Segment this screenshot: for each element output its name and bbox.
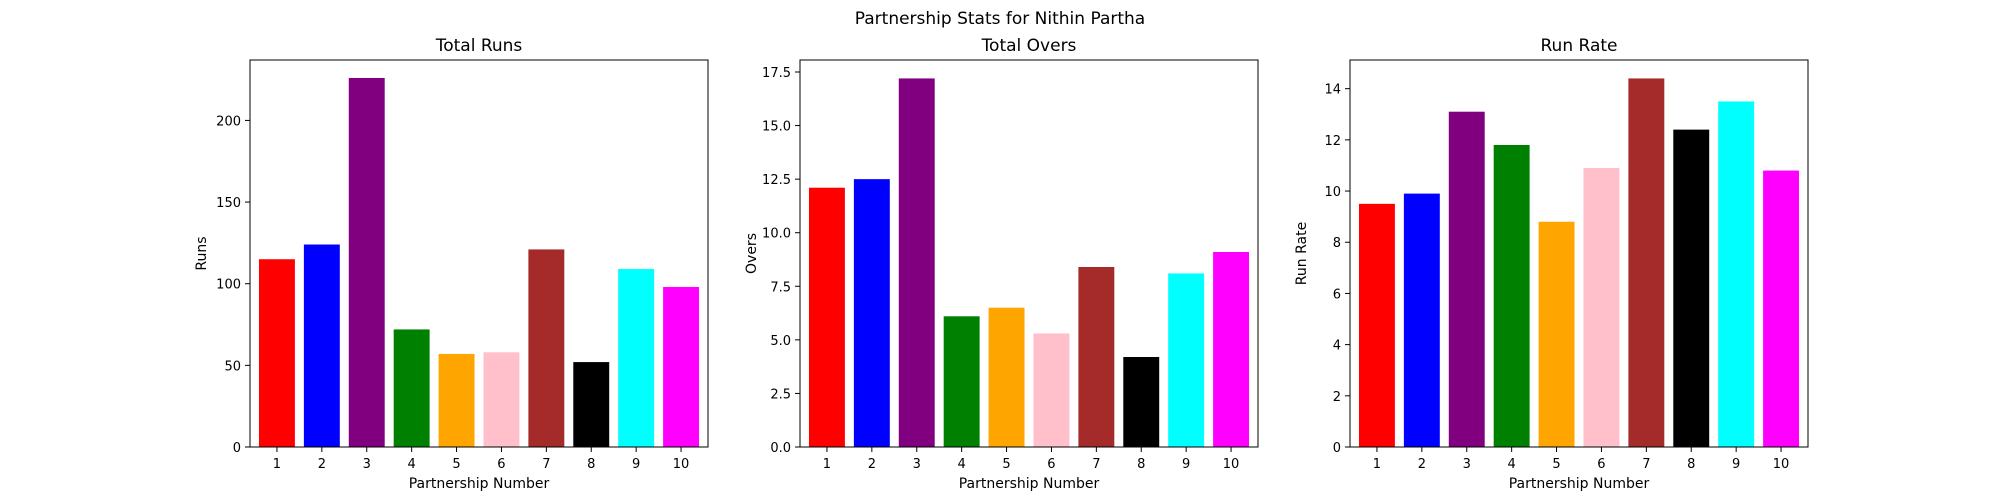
bar-9	[1718, 101, 1755, 448]
y-tick-label: 4	[1333, 339, 1341, 354]
chart-panel-2: 1 2 3 4 5 6 7 8 9 10 0.0 2.5 5.0 7.5 10.0 12.5 15.0 17.5 T…	[744, 36, 1259, 492]
y-tick-label: 200	[216, 114, 241, 129]
x-tick-label: 2	[1418, 457, 1426, 472]
x-tick-label: 10	[673, 457, 690, 472]
y-tick-label: 0	[1333, 441, 1341, 456]
y-tick-label: 8	[1333, 236, 1341, 251]
figure-title: Partnership Stats for Nithin Partha	[855, 9, 1145, 29]
bar-7	[528, 249, 565, 447]
x-tick-label: 1	[823, 457, 831, 472]
x-tick-label: 10	[1773, 457, 1790, 472]
x-tick-label: 3	[913, 457, 921, 472]
x-tick-label: 1	[273, 457, 281, 472]
y-tick-label: 2.5	[770, 387, 791, 402]
x-tick-label: 1	[1373, 457, 1381, 472]
bar-6	[1033, 333, 1070, 447]
bar-3	[348, 77, 385, 448]
bar-5	[1538, 221, 1575, 447]
plot-frame	[249, 59, 709, 448]
x-tick-label: 10	[1223, 457, 1240, 472]
x-tick-label: 3	[1463, 457, 1471, 472]
x-tick-label: 2	[318, 457, 326, 472]
x-tick-label: 8	[1687, 457, 1695, 472]
y-axis-label: Overs	[744, 233, 760, 274]
x-tick-label: 8	[1137, 457, 1145, 472]
bar-10	[1763, 170, 1800, 447]
bar-1	[258, 259, 295, 447]
plot-frame	[799, 59, 1259, 448]
x-tick-label: 4	[958, 457, 966, 472]
bar-8	[1673, 129, 1710, 447]
x-tick-label: 8	[587, 457, 595, 472]
y-tick-label: 14	[1324, 83, 1341, 98]
bar-2	[303, 244, 340, 447]
bar-8	[573, 362, 610, 447]
bar-8	[1123, 357, 1160, 447]
chart-title: Total Overs	[981, 36, 1077, 56]
y-tick-label: 6	[1333, 287, 1341, 302]
bar-4	[393, 329, 430, 447]
x-tick-label: 7	[1092, 457, 1100, 472]
y-tick-label: 7.5	[770, 280, 791, 295]
x-tick-label: 4	[1508, 457, 1516, 472]
bar-5	[988, 307, 1025, 447]
bar-6	[483, 352, 520, 447]
y-axis-label: Run Rate	[1294, 222, 1310, 285]
plot-frame	[1349, 59, 1809, 448]
x-tick-label: 6	[1047, 457, 1055, 472]
y-tick-label: 12	[1324, 134, 1341, 149]
y-tick-label: 15.0	[762, 120, 791, 135]
bar-3	[1448, 111, 1485, 447]
bar-3	[898, 78, 935, 448]
bar-2	[853, 179, 890, 447]
chart-title: Total Runs	[435, 36, 523, 56]
y-tick-label: 0.0	[770, 441, 791, 456]
x-axis-label: Partnership Number	[409, 476, 550, 492]
bar-2	[1403, 193, 1440, 447]
y-tick-label: 12.5	[762, 173, 791, 188]
y-axis-label: Runs	[194, 236, 210, 270]
x-axis-label: Partnership Number	[1509, 476, 1650, 492]
bar-10	[1213, 252, 1250, 447]
bar-4	[1493, 144, 1530, 448]
chart-title: Run Rate	[1541, 36, 1618, 56]
bar-5	[438, 353, 475, 447]
bar-1	[808, 187, 845, 447]
x-tick-label: 9	[1732, 457, 1740, 472]
bar-1	[1358, 203, 1395, 447]
x-tick-label: 5	[452, 457, 460, 472]
bar-7	[1078, 267, 1115, 447]
x-tick-label: 9	[1182, 457, 1190, 472]
x-tick-label: 3	[363, 457, 371, 472]
y-tick-label: 17.5	[762, 66, 791, 81]
bar-7	[1628, 78, 1665, 448]
x-tick-label: 7	[1642, 457, 1650, 472]
x-tick-label: 6	[1597, 457, 1605, 472]
x-tick-label: 5	[1002, 457, 1010, 472]
y-tick-label: 10.0	[762, 227, 791, 242]
x-tick-label: 4	[408, 457, 416, 472]
x-tick-label: 2	[868, 457, 876, 472]
bar-4	[943, 316, 980, 447]
y-tick-label: 5.0	[770, 334, 791, 349]
x-tick-label: 7	[542, 457, 550, 472]
y-tick-label: 150	[216, 196, 241, 211]
y-tick-label: 50	[224, 359, 241, 374]
x-axis-label: Partnership Number	[959, 476, 1100, 492]
bar-9	[618, 269, 655, 447]
x-tick-label: 5	[1552, 457, 1560, 472]
x-tick-label: 6	[497, 457, 505, 472]
y-tick-label: 2	[1333, 390, 1341, 405]
bar-10	[663, 286, 700, 447]
bar-6	[1583, 168, 1620, 447]
y-tick-label: 0	[233, 441, 241, 456]
y-tick-label: 100	[216, 278, 241, 293]
x-tick-label: 9	[632, 457, 640, 472]
bar-9	[1168, 273, 1205, 447]
y-tick-label: 10	[1324, 185, 1341, 200]
